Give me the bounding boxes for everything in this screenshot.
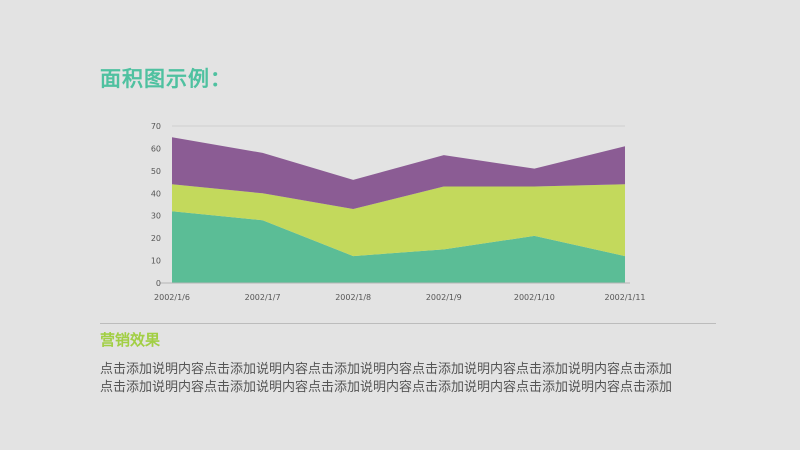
area-series-1 [172, 211, 625, 283]
area-series-2 [172, 184, 625, 257]
description: 点击添加说明内容点击添加说明内容点击添加说明内容点击添加说明内容点击添加说明内容… [100, 361, 700, 397]
description-line: 点击添加说明内容点击添加说明内容点击添加说明内容点击添加说明内容点击添加说明内容… [100, 380, 673, 395]
section-divider [100, 323, 716, 324]
y-tick-label: 30 [151, 212, 161, 221]
x-tick-label: 2002/1/10 [514, 293, 555, 302]
y-tick-label: 0 [156, 279, 161, 288]
area-layers [172, 137, 625, 283]
x-tick-label: 2002/1/11 [604, 293, 645, 302]
page-title: 面积图示例： [100, 67, 232, 91]
y-tick-label: 40 [151, 189, 161, 198]
y-tick-label: 70 [151, 122, 161, 131]
x-tick-label: 2002/1/6 [154, 293, 190, 302]
x-tick-label: 2002/1/9 [426, 293, 462, 302]
y-tick-label: 50 [151, 167, 161, 176]
y-tick-label: 10 [151, 257, 161, 266]
x-axis-ticks: 2002/1/6 2002/1/7 2002/1/8 2002/1/9 2002/1/1… [154, 293, 645, 302]
y-tick-label: 20 [151, 234, 161, 243]
description-line: 点击添加说明内容点击添加说明内容点击添加说明内容点击添加说明内容点击添加说明内容… [100, 362, 673, 377]
section-subtitle: 营销效果 [100, 331, 161, 349]
area-series-3 [172, 137, 625, 209]
x-tick-label: 2002/1/8 [335, 293, 371, 302]
x-tick-label: 2002/1/7 [245, 293, 281, 302]
y-tick-label: 60 [151, 144, 161, 153]
y-axis-ticks: 0 10 20 30 40 50 60 70 [151, 122, 161, 288]
